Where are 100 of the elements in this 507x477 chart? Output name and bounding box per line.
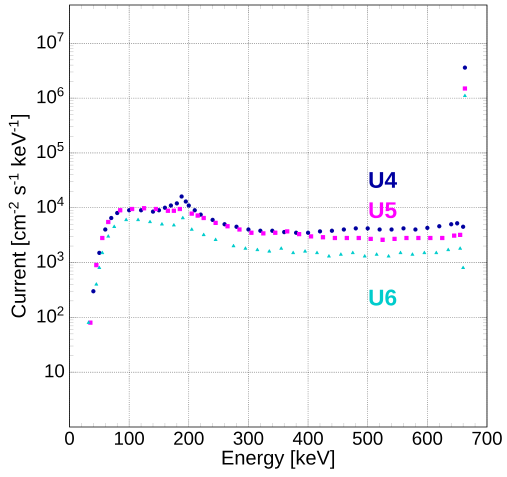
point: [136, 218, 140, 222]
point: [392, 236, 397, 242]
point: [232, 244, 236, 248]
point: [320, 235, 326, 240]
point: [463, 94, 467, 98]
point: [91, 289, 96, 294]
point: [190, 227, 194, 231]
point: [344, 236, 349, 240]
point: [160, 222, 164, 226]
point: [190, 212, 194, 216]
y-tick-label: 10$^{6}$: [38, 87, 64, 104]
x-tick-label: 100: [114, 432, 144, 445]
point: [174, 201, 179, 206]
point: [386, 254, 390, 258]
point: [330, 228, 334, 233]
point: [362, 254, 367, 258]
point: [186, 203, 191, 208]
point: [303, 249, 307, 253]
point: [142, 206, 146, 210]
point: [449, 222, 454, 226]
point: [166, 208, 170, 213]
point: [356, 236, 361, 240]
point: [100, 236, 104, 240]
point: [150, 209, 156, 214]
y-tick-label: 10$^{5}$: [38, 142, 64, 158]
point: [106, 234, 110, 238]
x-tick-label: 700: [472, 432, 502, 445]
point: [455, 221, 460, 226]
point: [308, 234, 314, 239]
x-axis-title: Energy [keV]: [222, 450, 334, 469]
y-axis-title: Current [cm$^{-2}$ s$^{-1}$ keV$^{-1}$]: [8, 114, 30, 318]
point: [225, 224, 230, 228]
x-tick-label: 0: [65, 432, 74, 445]
point: [213, 220, 218, 225]
point: [246, 227, 251, 232]
point: [413, 227, 418, 232]
point: [258, 228, 262, 233]
point: [244, 246, 248, 250]
point: [315, 250, 319, 254]
point: [461, 266, 466, 270]
series-label: U6: [369, 290, 396, 306]
point: [342, 227, 346, 232]
point: [462, 65, 468, 70]
point: [97, 266, 102, 270]
point: [462, 86, 468, 91]
point: [148, 220, 152, 224]
point: [103, 227, 108, 232]
point: [172, 223, 176, 226]
point: [446, 248, 450, 252]
point: [270, 228, 274, 233]
y-tick-label: 10$^{7}$: [38, 32, 64, 49]
y-tick-label: 10$^{4}$: [38, 196, 64, 213]
point: [222, 222, 227, 226]
point: [434, 250, 438, 254]
point: [112, 224, 116, 228]
point: [279, 246, 284, 250]
point: [115, 210, 120, 216]
point: [202, 232, 206, 236]
y-tick-label: 10$^{2}$: [38, 306, 64, 323]
point: [180, 216, 185, 220]
series-label: U5: [369, 202, 396, 218]
point: [416, 236, 421, 240]
point: [338, 252, 343, 256]
point: [234, 224, 239, 229]
x-tick-label: 400: [292, 432, 323, 445]
point: [460, 224, 466, 229]
point: [458, 232, 462, 238]
point: [138, 208, 144, 212]
y-tick-label: 10: [45, 364, 64, 378]
point: [184, 199, 188, 204]
point: [214, 238, 218, 242]
point: [255, 248, 260, 252]
point: [94, 282, 98, 286]
point: [291, 250, 296, 254]
x-tick-label: 200: [174, 432, 204, 445]
point: [389, 227, 394, 232]
point: [296, 232, 302, 236]
point: [196, 213, 200, 218]
point: [366, 226, 370, 231]
point: [106, 220, 110, 224]
point: [192, 208, 197, 212]
point: [401, 226, 406, 231]
x-tick-label: 600: [412, 432, 442, 445]
point: [377, 227, 382, 232]
x-tick-label: 500: [352, 432, 383, 445]
point: [130, 206, 134, 212]
point: [202, 216, 206, 220]
point: [261, 231, 266, 236]
point: [327, 254, 331, 258]
point: [458, 246, 462, 250]
point: [285, 229, 290, 234]
series-label: U4: [369, 172, 397, 188]
point: [422, 250, 426, 254]
point: [350, 250, 355, 254]
point: [178, 206, 182, 212]
point: [94, 262, 98, 268]
point: [168, 203, 174, 208]
x-tick-label: 300: [234, 432, 264, 445]
point: [156, 208, 162, 212]
point: [318, 229, 322, 234]
